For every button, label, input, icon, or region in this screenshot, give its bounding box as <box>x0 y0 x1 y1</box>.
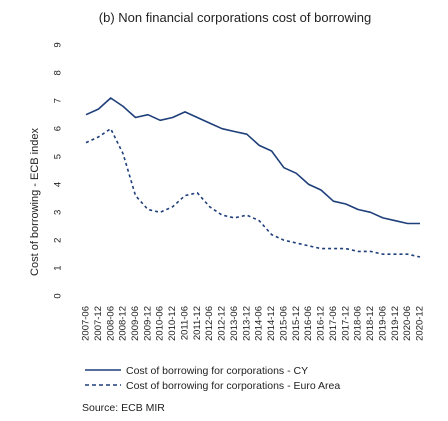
x-tick-label: 2008-06 <box>105 306 116 341</box>
x-tick-label: 2017-06 <box>328 306 339 341</box>
x-tick-label: 2020-06 <box>402 306 413 341</box>
series-line-cy <box>85 97 420 225</box>
x-tick-label: 2007-06 <box>81 306 92 341</box>
legend-label-cy: Cost of borrowing for corporations - CY <box>126 365 308 377</box>
x-tick-label: 2018-06 <box>353 306 364 341</box>
x-tick-label: 2008-12 <box>118 306 129 341</box>
x-axis-ticks: 2007-06 2007-12 2008-06 2008-12 2009-06 2009-… <box>81 306 426 341</box>
y-tick-label: 9 <box>53 42 64 47</box>
legend-label-ea: Cost of borrowing for corporations - Eur… <box>126 380 340 392</box>
x-tick-label: 2018-12 <box>365 306 376 341</box>
x-tick-label: 2009-12 <box>142 306 153 341</box>
x-tick-label: 2010-06 <box>155 306 166 341</box>
source-note: Source: ECB MIR <box>82 402 165 414</box>
x-tick-label: 2012-12 <box>217 306 228 341</box>
y-tick-label: 6 <box>53 126 64 131</box>
y-tick-label: 3 <box>53 210 64 215</box>
chart-title: (b) Non financial corporations cost of b… <box>99 10 371 25</box>
x-tick-label: 2014-12 <box>266 306 277 341</box>
x-tick-label: 2013-06 <box>229 306 240 341</box>
y-tick-label: 1 <box>53 265 64 270</box>
y-axis-ticks: 0 1 2 3 4 5 6 7 8 9 <box>53 42 64 298</box>
x-tick-label: 2011-12 <box>192 306 203 340</box>
y-tick-label: 7 <box>53 98 64 103</box>
x-tick-label: 2010-12 <box>167 306 178 341</box>
y-tick-label: 5 <box>53 154 64 159</box>
x-tick-label: 2012-06 <box>204 306 215 341</box>
x-tick-label: 2011-06 <box>179 306 190 340</box>
x-tick-label: 2009-06 <box>130 306 141 341</box>
x-tick-label: 2019-12 <box>390 306 401 341</box>
x-tick-label: 2014-06 <box>254 306 265 341</box>
series-layer <box>85 97 421 258</box>
series-line-euro-area <box>85 127 421 258</box>
y-tick-label: 0 <box>53 293 64 298</box>
x-tick-label: 2016-12 <box>316 306 327 341</box>
x-tick-label: 2015-12 <box>291 306 302 341</box>
x-tick-label: 2017-12 <box>340 306 351 341</box>
x-tick-label: 2015-06 <box>278 306 289 341</box>
y-tick-label: 2 <box>53 238 64 243</box>
x-tick-label: 2013-12 <box>241 306 252 341</box>
x-tick-label: 2020-12 <box>415 306 426 341</box>
legend: Cost of borrowing for corporations - CY … <box>85 365 340 392</box>
y-tick-label: 4 <box>53 182 64 187</box>
x-tick-label: 2007-12 <box>93 306 104 341</box>
x-tick-label: 2016-06 <box>303 306 314 341</box>
x-tick-label: 2019-06 <box>377 306 388 341</box>
y-axis-label: Cost of borrowing - ECB index <box>29 128 41 276</box>
y-tick-label: 8 <box>53 70 64 75</box>
